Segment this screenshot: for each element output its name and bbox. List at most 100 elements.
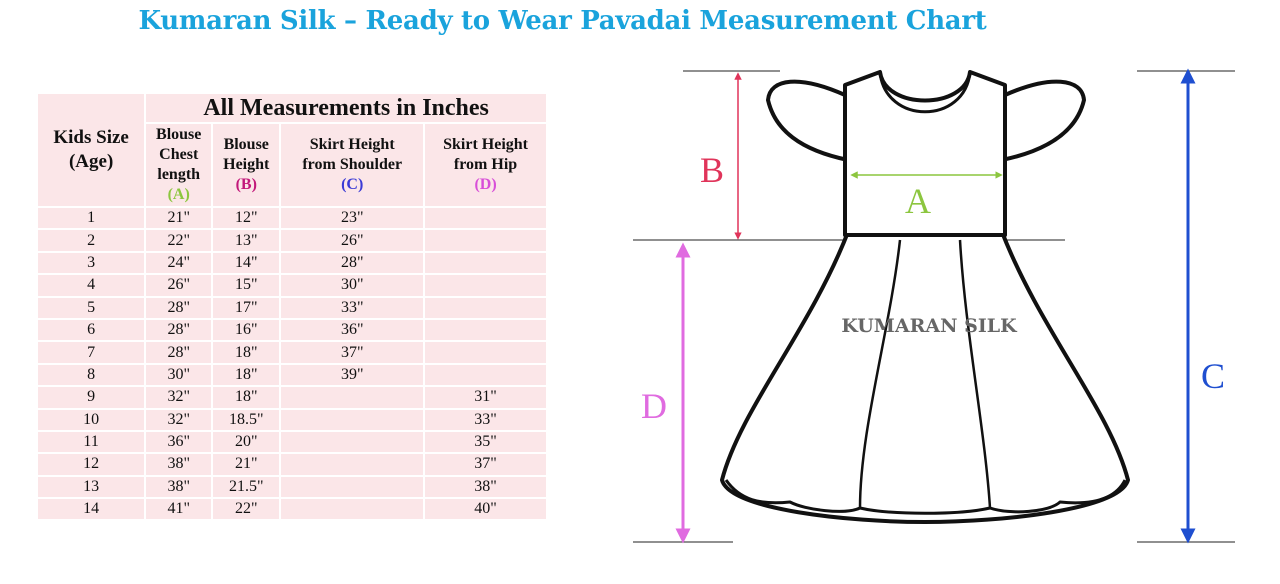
- column-header: Blouse Height (B): [211, 122, 282, 208]
- label-c: C: [1201, 356, 1225, 396]
- measurement-cell: 21": [144, 205, 214, 231]
- measurement-cell: 28": [144, 295, 214, 320]
- column-code: (C): [341, 176, 364, 193]
- column-header-line: Blouse: [223, 136, 269, 153]
- measurement-cell: 22": [211, 497, 282, 522]
- measurement-cell: 20": [211, 429, 282, 455]
- table-row: 6 28" 16" 36": [35, 317, 548, 343]
- measurement-cell: [423, 295, 548, 320]
- measurement-cell: 41": [144, 497, 214, 522]
- measurement-cell: 39": [279, 362, 426, 388]
- table-row: 3 24" 14" 28": [35, 250, 548, 276]
- measurement-cell: 36": [144, 429, 214, 455]
- size-cell: 10: [35, 407, 147, 432]
- size-header-line: Kids Size: [53, 127, 129, 148]
- dress-outline: [720, 70, 1130, 524]
- measurement-cell: 26": [279, 228, 426, 253]
- measurement-cell: 22": [144, 228, 214, 253]
- measurement-cell: 28": [144, 340, 214, 365]
- size-cell: 11: [35, 429, 147, 455]
- table-row: 11 36" 20" 35": [35, 429, 548, 455]
- measurement-cell: 30": [279, 273, 426, 298]
- size-cell: 13: [35, 474, 147, 500]
- label-d: D: [641, 386, 667, 426]
- size-header: Kids Size (Age): [35, 92, 147, 208]
- measurement-cell: 28": [279, 250, 426, 276]
- column-code: (B): [235, 176, 257, 193]
- size-cell: 1: [35, 205, 147, 231]
- measurement-cell: 37": [279, 340, 426, 365]
- measurement-cell: [423, 228, 548, 253]
- measurement-cell: 18": [211, 385, 282, 410]
- table-row: 13 38" 21.5" 38": [35, 474, 548, 500]
- measurement-cell: [423, 273, 548, 298]
- column-header-line: Skirt Height: [309, 136, 395, 153]
- measurement-cell: [279, 429, 426, 455]
- column-header: Skirt Height from Shoulder (C): [279, 122, 426, 208]
- column-code: (A): [167, 186, 190, 203]
- measurement-cell: [423, 250, 548, 276]
- column-header-line: Chest: [159, 146, 199, 163]
- watermark-logo: KUMARAN SILK: [841, 315, 1018, 337]
- column-header-line: Skirt Height: [443, 136, 528, 153]
- page-title: Kumaran Silk – Ready to Wear Pavadai Mea…: [138, 6, 987, 36]
- measurement-cell: [423, 362, 548, 388]
- measurement-cell: [279, 385, 426, 410]
- size-cell: 3: [35, 250, 147, 276]
- column-header-line: from Hip: [453, 156, 518, 173]
- size-cell: 8: [35, 362, 147, 388]
- column-code: (D): [474, 176, 497, 193]
- measurement-cell: 15": [211, 273, 282, 298]
- measurement-cell: 38": [144, 474, 214, 500]
- table-row: 12 38" 21" 37": [35, 452, 548, 477]
- measurement-cell: 32": [144, 407, 214, 432]
- measurement-cell: 35": [423, 429, 548, 455]
- measurement-cell: 33": [279, 295, 426, 320]
- units-header: All Measurements in Inches: [144, 92, 548, 124]
- column-header-line: length: [157, 166, 201, 183]
- measurement-cell: [423, 317, 548, 343]
- measurement-cell: [423, 340, 548, 365]
- measurement-cell: 38": [144, 452, 214, 477]
- measurement-cell: 18": [211, 362, 282, 388]
- measurement-cell: 31": [423, 385, 548, 410]
- size-cell: 5: [35, 295, 147, 320]
- measurement-cell: [279, 452, 426, 477]
- measurement-cell: [279, 407, 426, 432]
- measurement-cell: 32": [144, 385, 214, 410]
- size-cell: 4: [35, 273, 147, 298]
- size-header-line: (Age): [68, 151, 114, 172]
- measurement-cell: 21": [211, 452, 282, 477]
- measurement-cell: 28": [144, 317, 214, 343]
- table-row: 4 26" 15" 30": [35, 273, 548, 298]
- table-row: 14 41" 22" 40": [35, 497, 548, 522]
- measurement-cell: [423, 205, 548, 231]
- measurement-cell: [279, 497, 426, 522]
- column-header: Skirt Height from Hip (D): [423, 122, 548, 208]
- size-cell: 12: [35, 452, 147, 477]
- table-row: 2 22" 13" 26": [35, 228, 548, 253]
- measurement-cell: 37": [423, 452, 548, 477]
- column-header-line: Blouse: [156, 126, 202, 143]
- column-header: Blouse Chest length (A): [144, 122, 214, 208]
- measurement-cell: 30": [144, 362, 214, 388]
- table-row: 8 30" 18" 39": [35, 362, 548, 388]
- measurement-cell: 36": [279, 317, 426, 343]
- size-cell: 2: [35, 228, 147, 253]
- table-row: 5 28" 17" 33": [35, 295, 548, 320]
- table-row: 1 21" 12" 23": [35, 205, 548, 231]
- measurement-cell: 18": [211, 340, 282, 365]
- measurement-cell: 24": [144, 250, 214, 276]
- measurement-cell: [279, 474, 426, 500]
- size-cell: 6: [35, 317, 147, 343]
- measurement-cell: 23": [279, 205, 426, 231]
- table-row: 9 32" 18" 31": [35, 385, 548, 410]
- measurement-cell: 21.5": [211, 474, 282, 500]
- table-row: 10 32" 18.5" 33": [35, 407, 548, 432]
- measurement-cell: 16": [211, 317, 282, 343]
- measurement-cell: 33": [423, 407, 548, 432]
- measurement-cell: 26": [144, 273, 214, 298]
- measurement-cell: 38": [423, 474, 548, 500]
- measurement-cell: 18.5": [211, 407, 282, 432]
